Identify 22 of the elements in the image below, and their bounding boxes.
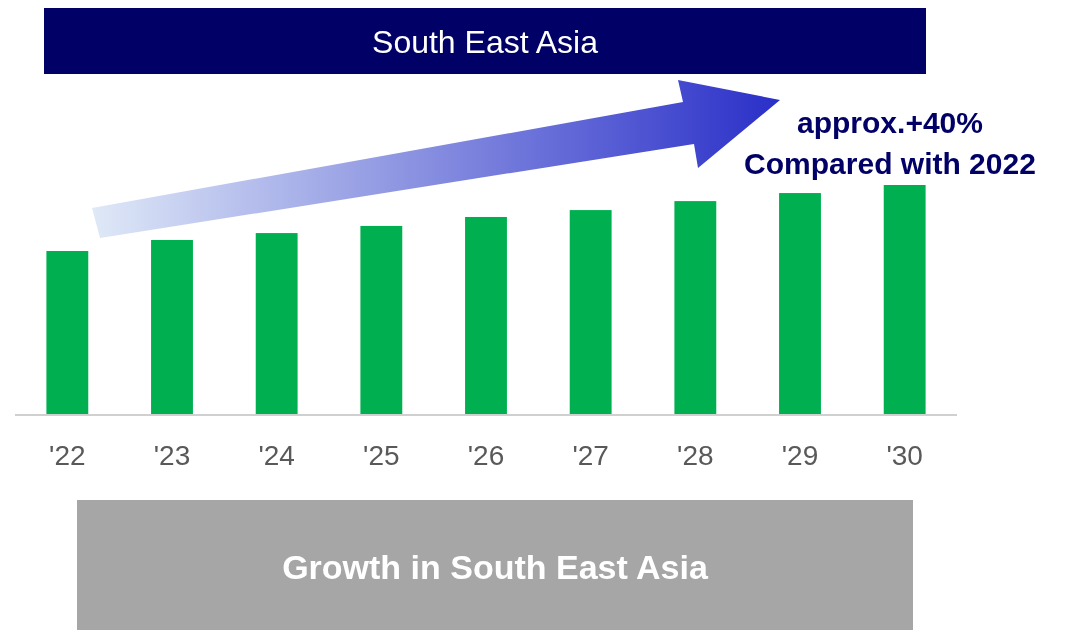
text: Growth in South East Asia [282, 548, 709, 586]
bar [255, 233, 298, 415]
x-tick-label: '28 [677, 440, 714, 471]
x-tick-label: '25 [363, 440, 400, 471]
x-tick-label: '30 [886, 440, 923, 471]
text: Compared with 2022 [744, 147, 1036, 180]
bar [779, 193, 821, 415]
bar [465, 216, 507, 415]
chart-title: South East Asia [372, 24, 599, 60]
x-tick-label: '27 [572, 440, 609, 471]
bar [46, 251, 89, 415]
x-tick-label: '26 [467, 440, 505, 471]
x-tick-label: '24 [258, 440, 295, 471]
bar [151, 239, 193, 415]
bar [569, 210, 612, 415]
text: approx.+40% [797, 106, 983, 139]
x-tick-label: '29 [781, 440, 819, 471]
bar [674, 201, 717, 415]
x-tick-label: '23 [153, 440, 191, 471]
bar [360, 225, 403, 415]
bar [883, 185, 926, 415]
x-tick-label: '22 [49, 440, 86, 471]
